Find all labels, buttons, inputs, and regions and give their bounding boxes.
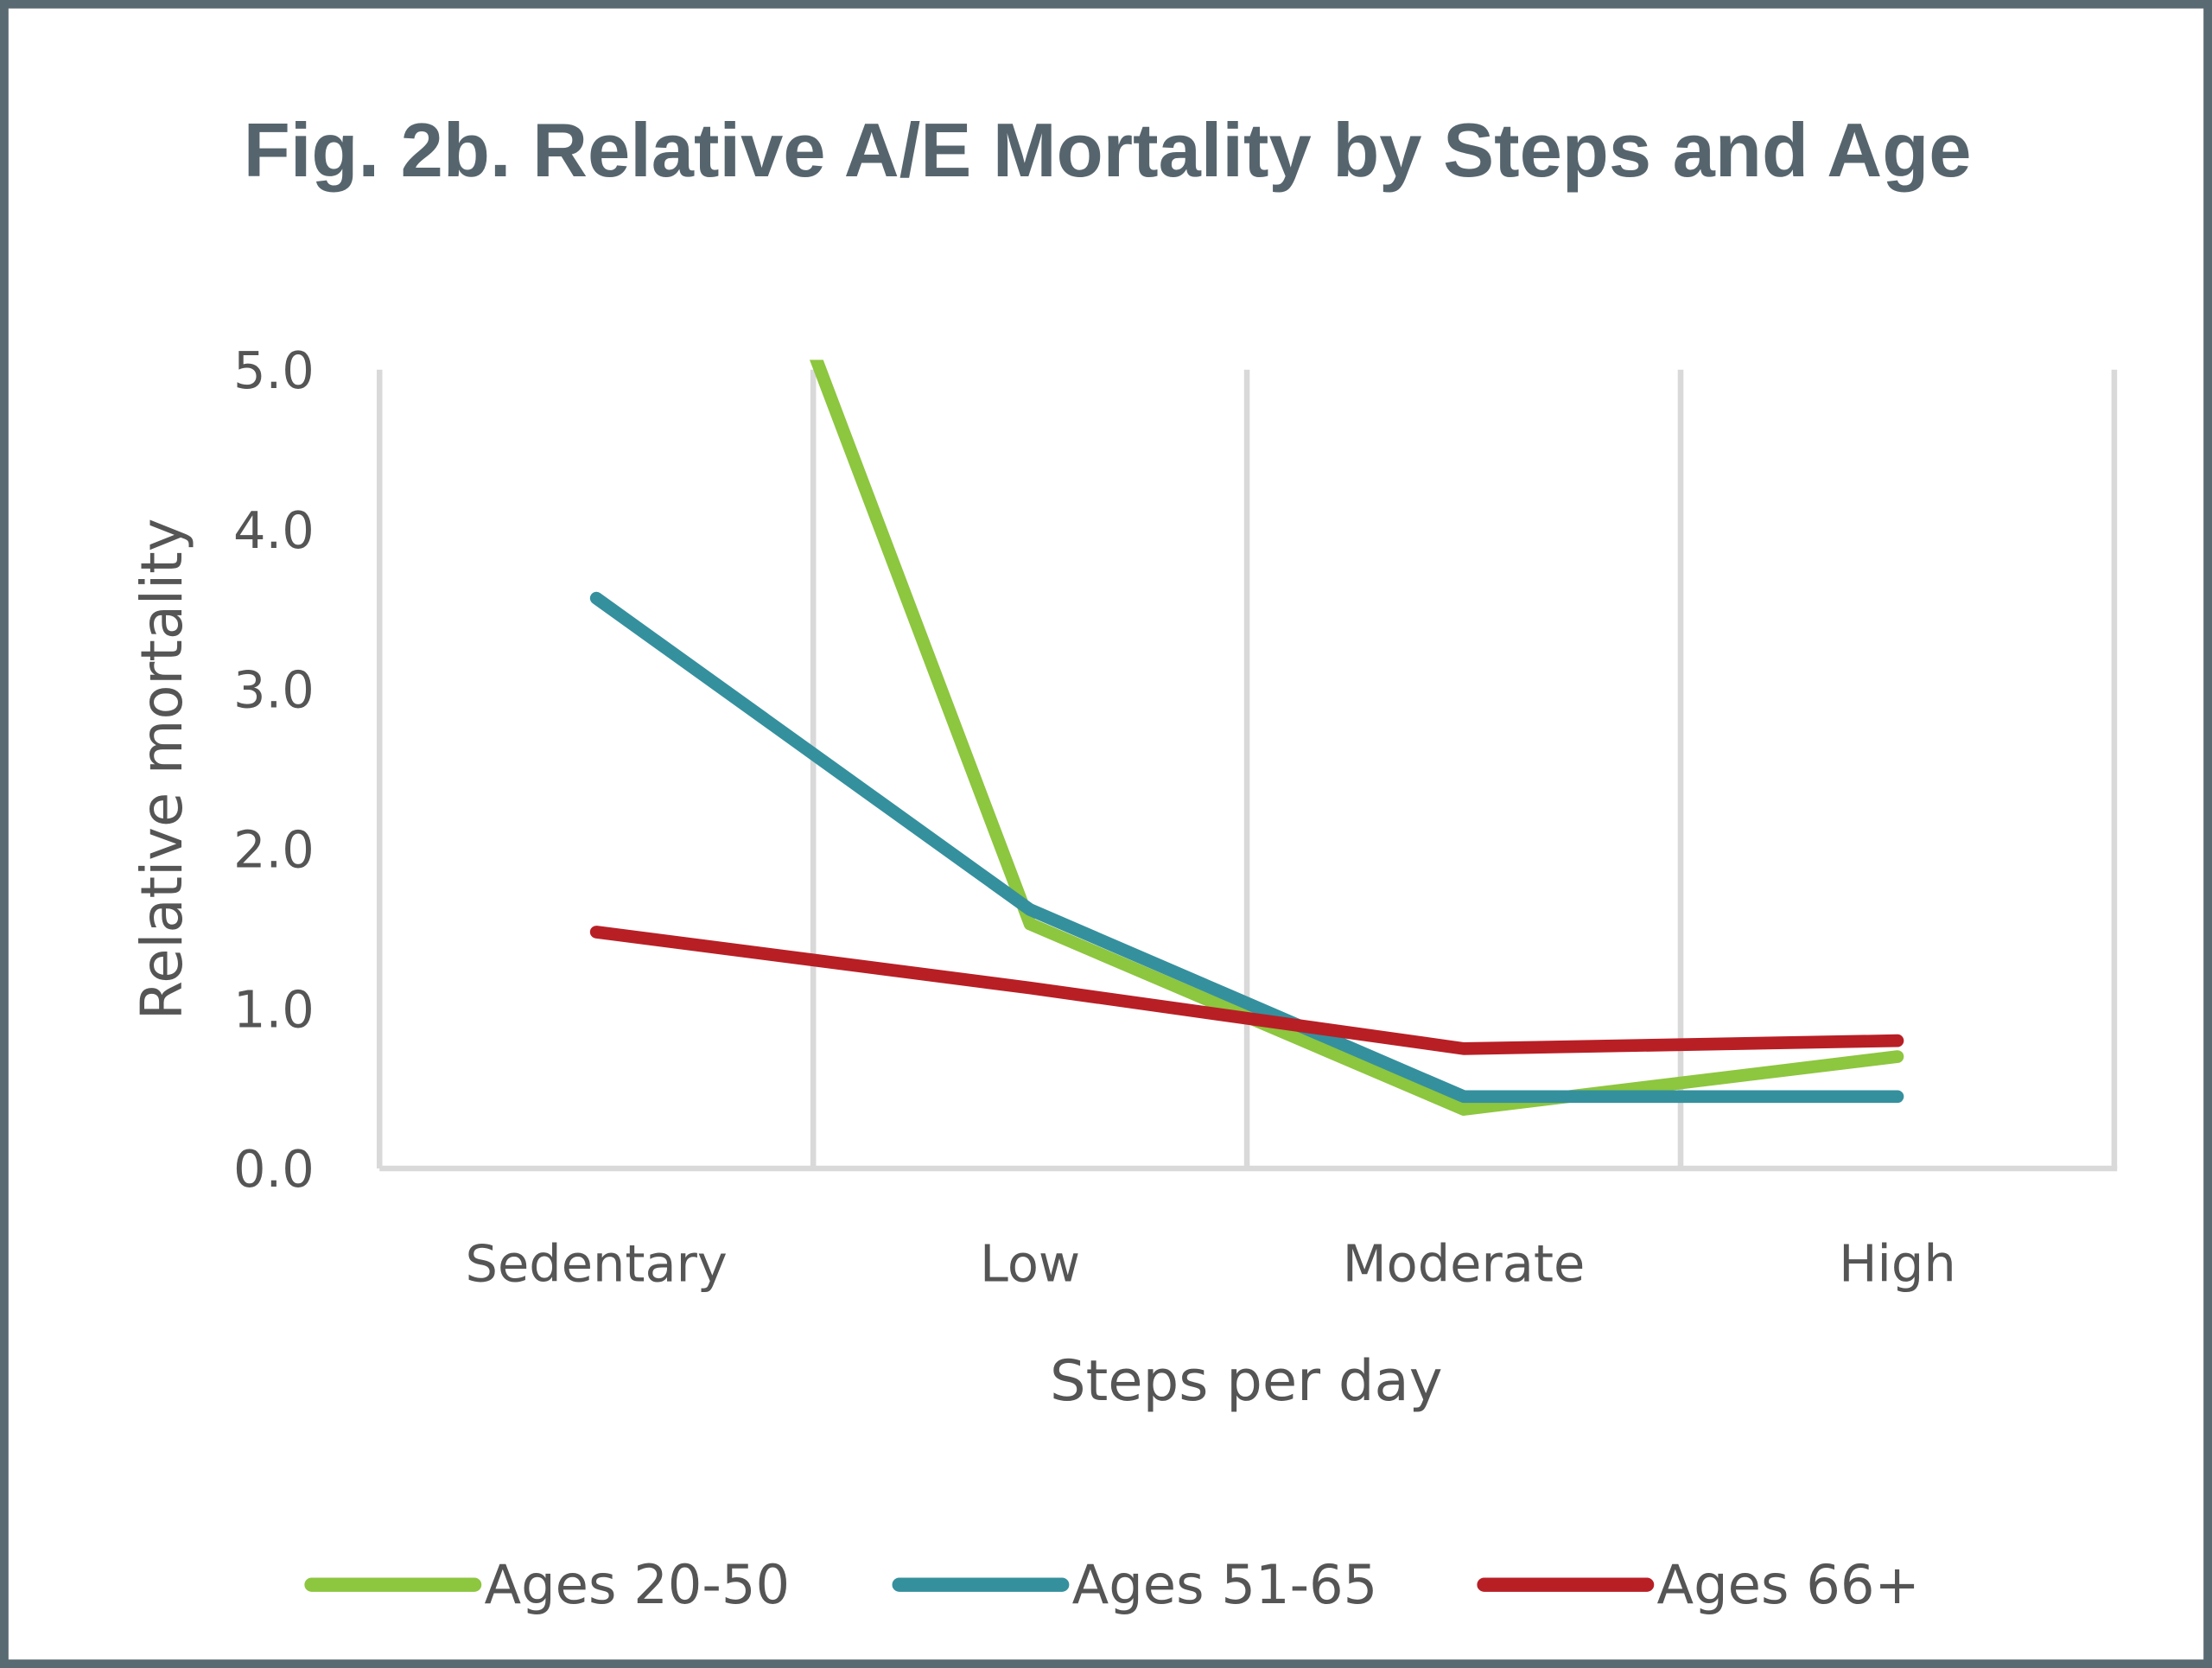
x-tick-label: Sedentary	[466, 1234, 728, 1294]
series-line	[589, 926, 1904, 1055]
chart-title: Fig. 2b. Relative A/E Mortality by Steps…	[244, 107, 1972, 193]
x-tick-label: Low	[980, 1234, 1080, 1294]
x-axis-label: Steps per day	[1050, 1348, 1443, 1414]
y-tick-label: 3.0	[233, 660, 315, 720]
y-tick-label: 0.0	[233, 1139, 315, 1199]
y-tick-label: 2.0	[233, 820, 315, 880]
y-tick-label: 5.0	[233, 341, 315, 400]
y-tick-label: 4.0	[233, 500, 315, 560]
y-tick-label: 1.0	[233, 979, 315, 1039]
legend: Ages 20-50 Ages 51-65 Ages 66+	[304, 1553, 1920, 1616]
x-tick-label: High	[1839, 1234, 1956, 1294]
x-tick-label: Moderate	[1343, 1234, 1586, 1294]
legend-label: Ages 66+	[1657, 1553, 1920, 1616]
legend-label: Ages 20-50	[485, 1553, 791, 1616]
y-axis-label: Relative mortality	[130, 519, 195, 1021]
series-line	[589, 591, 1904, 1104]
legend-label: Ages 51-65	[1072, 1553, 1378, 1616]
